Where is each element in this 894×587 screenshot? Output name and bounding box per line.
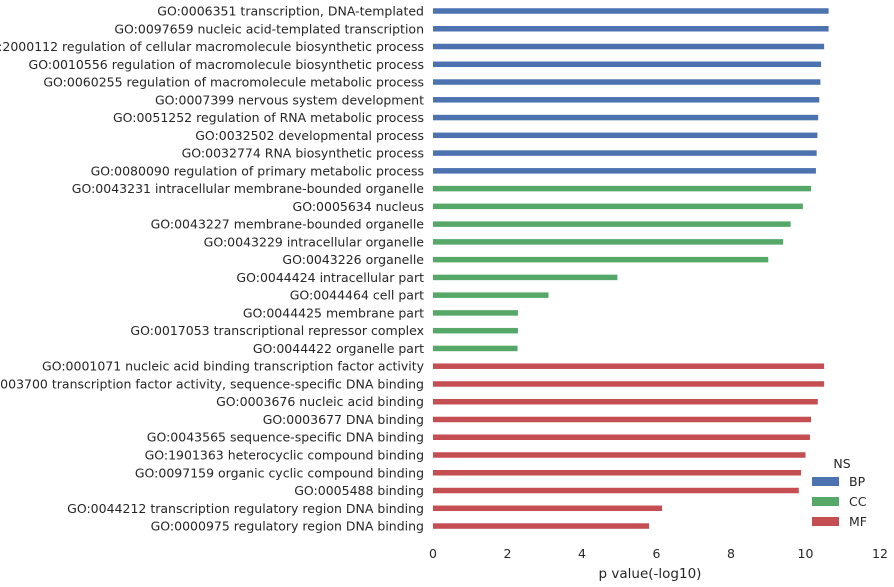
x-axis-title: p value(-log10): [599, 566, 702, 582]
category-label: GO:0051252 regulation of RNA metabolic p…: [113, 110, 424, 125]
bar: [433, 487, 799, 494]
x-tick-label: 6: [653, 546, 661, 561]
bar: [433, 292, 549, 298]
category-label: GO:2000112 regulation of cellular macrom…: [0, 39, 424, 54]
category-label: GO:0032502 developmental process: [195, 128, 424, 143]
bar: [433, 185, 812, 192]
bar: [433, 239, 784, 245]
bar: [433, 416, 812, 423]
bar: [433, 274, 618, 281]
legend-swatch: [812, 517, 839, 526]
category-label: GO:0017053 transcriptional repressor com…: [130, 323, 424, 338]
bar: [433, 470, 802, 476]
bar: [433, 310, 518, 316]
category-label: GO:1901363 heterocyclic compound binding: [145, 448, 424, 463]
x-tick-label: 0: [429, 546, 437, 561]
category-label: GO:0005634 nucleus: [293, 199, 424, 214]
bar: [433, 61, 822, 68]
bar: [433, 363, 825, 369]
category-labels: GO:0006351 transcription, DNA-templated G…: [0, 4, 425, 534]
bar: [433, 150, 817, 156]
category-label: GO:0006351 transcription, DNA-templated: [157, 4, 424, 19]
category-label: GO:0060255 regulation of macromolecule m…: [43, 75, 424, 90]
category-label: GO:0044425 membrane part: [243, 305, 424, 320]
x-tick-label: 12: [872, 546, 888, 561]
legend-label: BP: [849, 474, 866, 489]
category-label: GO:0043229 intracellular organelle: [204, 234, 425, 249]
bar: [433, 132, 818, 139]
bar: [433, 505, 663, 512]
legend-label: MF: [849, 514, 867, 529]
category-label: GO:0032774 RNA biosynthetic process: [182, 146, 424, 161]
legend-title: NS: [833, 456, 850, 471]
category-label: GO:0007399 nervous system development: [155, 92, 424, 107]
category-label: GO:0043565 sequence-specific DNA binding: [147, 430, 424, 445]
legend-entries: BP CC MF: [812, 474, 867, 529]
x-tick-label: 4: [578, 546, 586, 561]
legend-swatch: [812, 477, 839, 486]
category-label: GO:0003676 nucleic acid binding: [216, 394, 424, 409]
bar: [433, 221, 791, 227]
category-label: GO:0044424 intracellular part: [236, 270, 424, 285]
legend-swatch: [812, 497, 839, 506]
x-tick-label: 10: [798, 546, 814, 561]
bar: [433, 97, 820, 103]
bar: [433, 26, 829, 32]
bar: [433, 79, 821, 85]
category-label: GO:0000975 regulatory region DNA binding: [151, 519, 424, 534]
bar: [433, 398, 818, 405]
category-label: GO:0080090 regulation of primary metabol…: [91, 163, 424, 178]
bar: [433, 345, 518, 352]
category-label: GO:0005488 binding: [294, 483, 424, 498]
x-axis-ticks: 0 2 4 6 8 10 12: [429, 546, 888, 561]
bar: [433, 114, 819, 121]
category-label: GO:0097659 nucleic acid-templated transc…: [114, 21, 424, 36]
bar: [433, 43, 825, 50]
category-label: GO:0043231 intracellular membrane-bounde…: [72, 181, 425, 196]
x-tick-label: 8: [727, 546, 735, 561]
bar: [433, 434, 810, 440]
category-label: GO:0044422 organelle part: [253, 341, 424, 356]
category-label: GO:0043226 organelle: [282, 252, 424, 267]
legend: NS BP CC MF: [812, 456, 867, 529]
category-label: GO:0010556 regulation of macromolecule b…: [29, 57, 424, 72]
bar: [433, 203, 803, 210]
category-label: GO:0044212 transcription regulatory regi…: [67, 501, 424, 516]
bar: [433, 256, 769, 263]
category-label: GO:0044464 cell part: [290, 288, 424, 303]
bars-group: [433, 8, 829, 529]
bar: [433, 168, 816, 174]
bar: [433, 327, 518, 334]
bar: [433, 8, 829, 14]
bar: [433, 523, 650, 529]
legend-label: CC: [849, 494, 867, 509]
category-label: GO:0043227 membrane-bounded organelle: [151, 217, 425, 232]
bar: [433, 381, 825, 387]
category-label: GO:0003677 DNA binding: [263, 412, 424, 427]
category-label: GO:0003700 transcription factor activity…: [0, 376, 424, 391]
category-label: GO:0001071 nucleic acid binding transcri…: [42, 359, 425, 374]
bar: [433, 452, 806, 458]
category-label: GO:0097159 organic cyclic compound bindi…: [135, 465, 424, 480]
x-tick-label: 2: [504, 546, 512, 561]
